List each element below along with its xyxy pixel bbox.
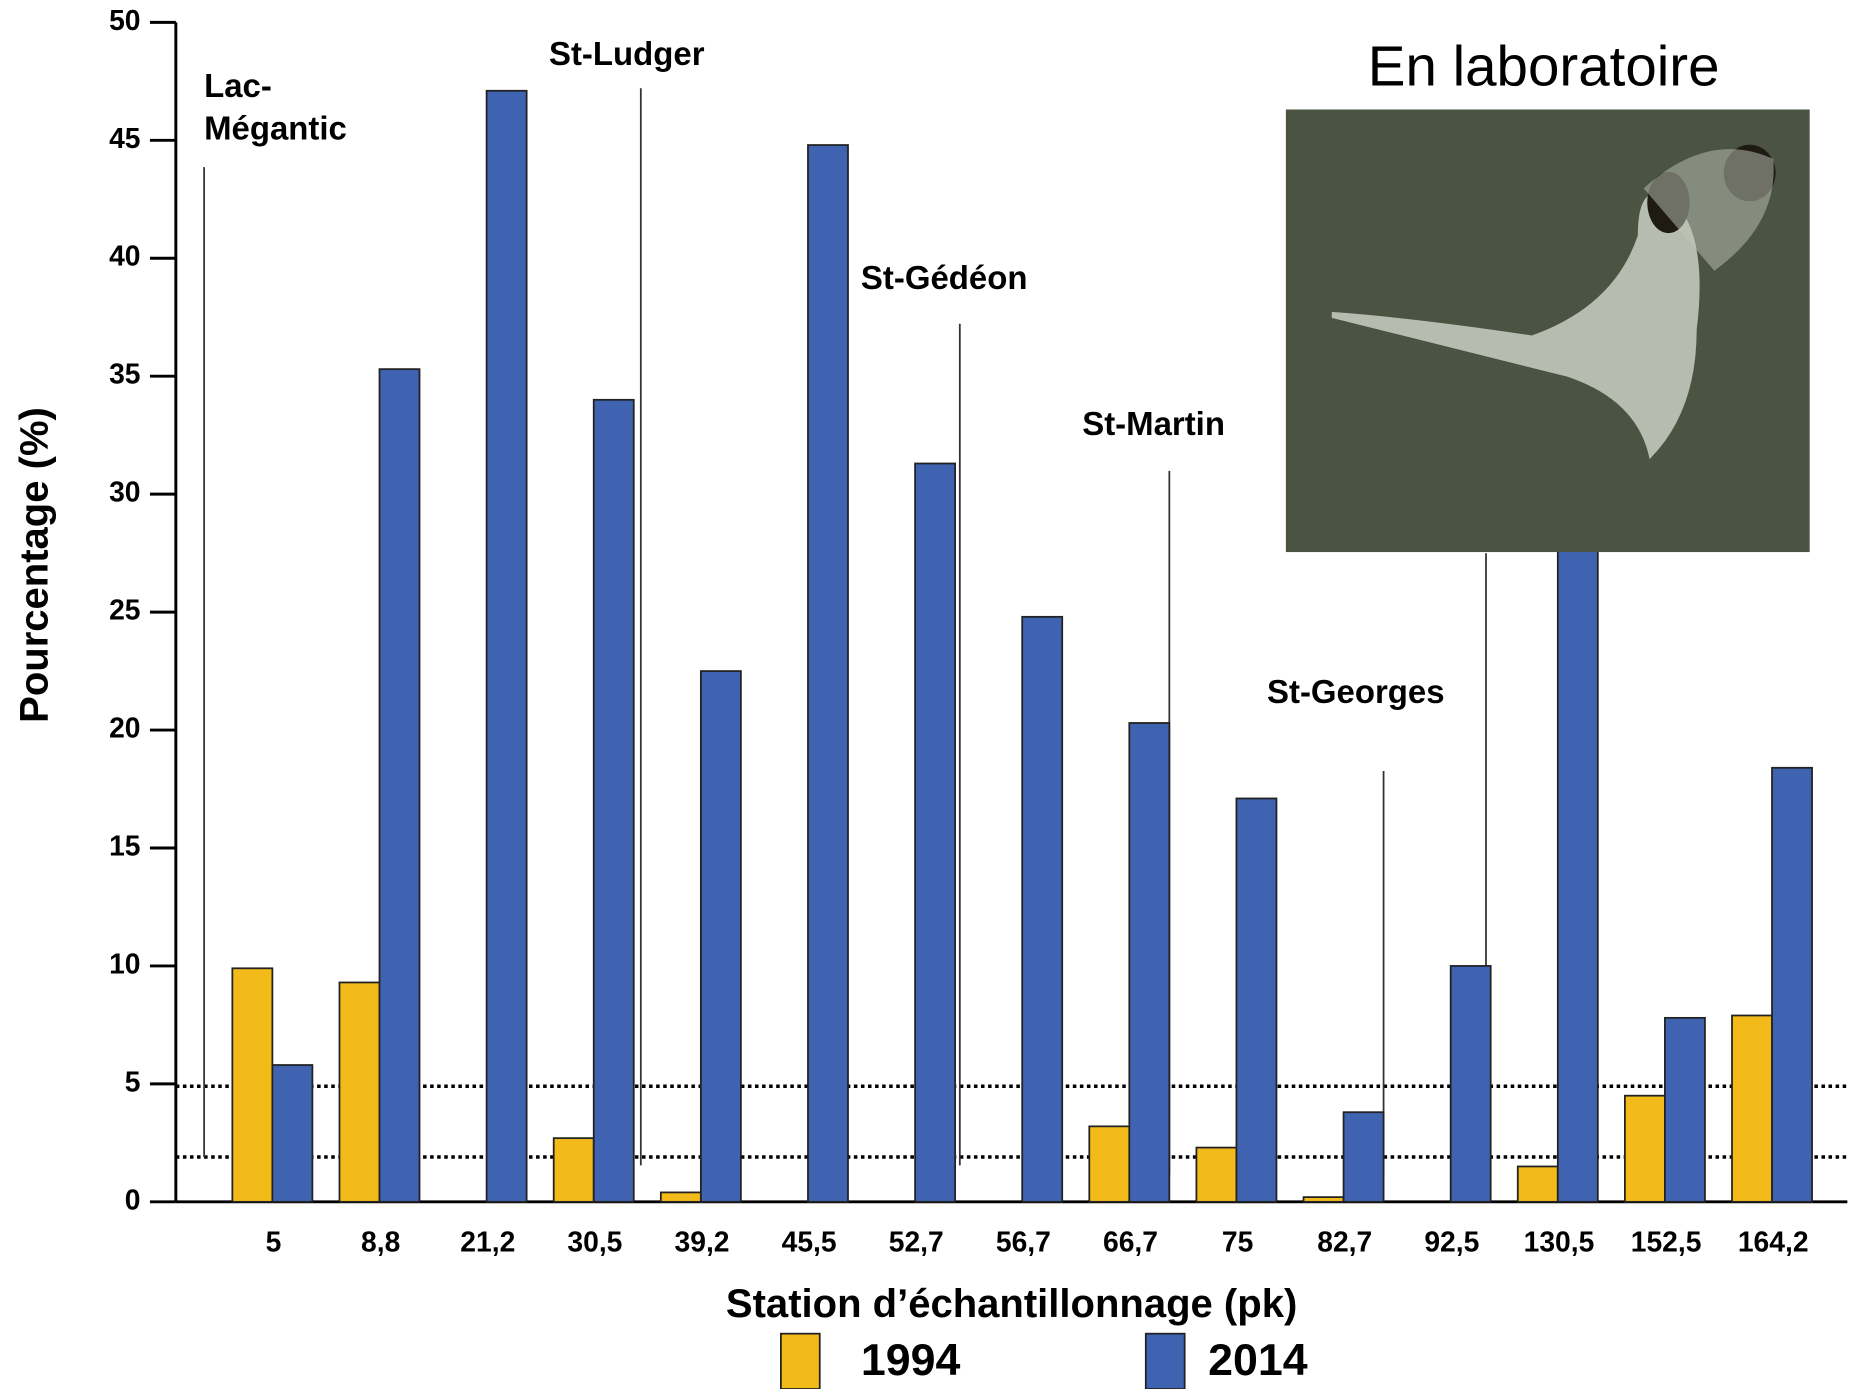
site-label: St-Ludger — [549, 35, 705, 72]
site-label: Lac- — [204, 67, 272, 104]
x-tick-label: 75 — [1222, 1226, 1253, 1258]
bar — [1089, 1126, 1129, 1201]
bar — [1129, 723, 1169, 1202]
x-tick-label: 39,2 — [675, 1226, 730, 1258]
y-tick-label: 35 — [109, 358, 140, 390]
x-axis-title: Station d’échantillonnage (pk) — [726, 1282, 1297, 1326]
x-tick-label: 30,5 — [567, 1226, 622, 1258]
bar — [1451, 966, 1491, 1202]
bar — [272, 1065, 312, 1202]
x-tick-label: 45,5 — [782, 1226, 837, 1258]
bar — [232, 968, 272, 1202]
bar — [1196, 1148, 1236, 1202]
bar — [808, 145, 848, 1202]
bar — [1772, 768, 1812, 1202]
bar — [594, 400, 634, 1202]
x-tick-label: 66,7 — [1103, 1226, 1158, 1258]
bar — [661, 1192, 701, 1201]
bar — [487, 91, 527, 1202]
site-label: St-Martin — [1082, 405, 1225, 442]
y-tick-label: 30 — [109, 476, 140, 508]
bar — [1625, 1096, 1665, 1202]
inset-title: En laboratoire — [1368, 35, 1720, 98]
x-tick-label: 56,7 — [996, 1226, 1051, 1258]
photo — [1286, 109, 1810, 552]
y-tick-label: 5 — [125, 1065, 141, 1097]
site-label: Mégantic — [204, 109, 347, 146]
legend-swatch — [1146, 1334, 1185, 1389]
bar — [379, 369, 419, 1202]
x-tick-label: 82,7 — [1317, 1226, 1372, 1258]
y-tick-label: 45 — [109, 122, 140, 154]
bar — [339, 982, 379, 1201]
y-tick-label: 10 — [109, 947, 140, 979]
bar — [701, 671, 741, 1202]
x-tick-label: 21,2 — [460, 1226, 515, 1258]
y-axis-title: Pourcentage (%) — [13, 407, 57, 723]
x-tick-label: 164,2 — [1738, 1226, 1809, 1258]
bar — [1304, 1197, 1344, 1202]
bar — [1732, 1015, 1772, 1201]
bar — [1236, 798, 1276, 1201]
y-tick-label: 20 — [109, 712, 140, 744]
x-tick-label: 152,5 — [1631, 1226, 1702, 1258]
y-tick-label: 15 — [109, 829, 140, 861]
y-tick-label: 40 — [109, 240, 140, 272]
x-tick-label: 52,7 — [889, 1226, 944, 1258]
y-tick-label: 0 — [125, 1183, 141, 1215]
x-tick-label: 130,5 — [1524, 1226, 1595, 1258]
chart: Station d’échantillonnage (pk) Pourcenta… — [0, 0, 1849, 1389]
x-tick-label: 8,8 — [361, 1226, 400, 1258]
x-tick-label: 5 — [266, 1226, 282, 1258]
bar — [554, 1138, 594, 1202]
legend-swatch — [781, 1334, 820, 1389]
site-label: St-Gédéon — [861, 259, 1028, 296]
bar — [1022, 617, 1062, 1202]
site-label: St-Georges — [1267, 673, 1445, 710]
y-tick-label: 50 — [109, 4, 140, 36]
bar — [915, 463, 955, 1201]
bar — [1518, 1166, 1558, 1201]
y-tick-label: 25 — [109, 594, 140, 626]
legend-label: 1994 — [861, 1336, 961, 1385]
legend-label: 2014 — [1208, 1336, 1308, 1385]
bar — [1344, 1112, 1384, 1202]
bar — [1665, 1018, 1705, 1202]
x-tick-label: 92,5 — [1424, 1226, 1479, 1258]
